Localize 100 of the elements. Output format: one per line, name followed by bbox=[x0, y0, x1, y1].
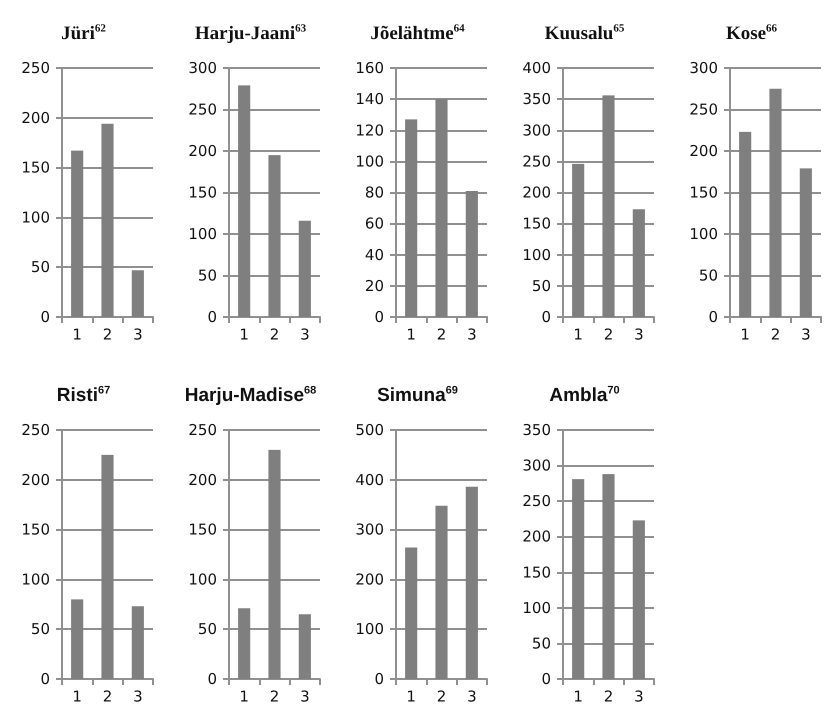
y-tick-label: 350 bbox=[522, 421, 551, 439]
x-tick-label: 1 bbox=[239, 688, 249, 706]
y-tick-label: 150 bbox=[21, 520, 50, 539]
y-tick-label: 200 bbox=[522, 184, 551, 202]
y-tick-label: 200 bbox=[188, 142, 217, 160]
y-tick-label: 0 bbox=[207, 670, 217, 688]
y-tick-label: 150 bbox=[21, 158, 50, 177]
bar bbox=[101, 124, 114, 317]
y-tick-label: 400 bbox=[522, 59, 551, 77]
bar bbox=[132, 606, 144, 679]
x-tick-label: 2 bbox=[604, 326, 614, 344]
y-tick-label: 250 bbox=[21, 421, 50, 439]
y-tick-label: 0 bbox=[708, 308, 718, 326]
x-tick-label: 2 bbox=[436, 688, 446, 706]
bar bbox=[298, 614, 311, 679]
y-tick-label: 150 bbox=[188, 184, 217, 202]
x-tick-label: 2 bbox=[436, 326, 446, 344]
x-tick-label: 3 bbox=[634, 326, 644, 344]
y-tick-label: 100 bbox=[355, 620, 384, 638]
x-tick-label: 3 bbox=[300, 688, 310, 706]
bar bbox=[466, 190, 478, 317]
x-tick-label: 1 bbox=[72, 688, 82, 706]
x-tick-label: 2 bbox=[102, 688, 112, 706]
x-tick-label: 1 bbox=[740, 326, 750, 344]
x-tick-label: 3 bbox=[467, 326, 477, 344]
x-tick-label: 1 bbox=[406, 688, 416, 706]
x-tick-label: 3 bbox=[467, 688, 477, 706]
y-tick-label: 250 bbox=[21, 59, 50, 77]
y-tick-label: 200 bbox=[21, 470, 50, 489]
bar bbox=[405, 119, 418, 317]
bar bbox=[632, 520, 645, 679]
y-tick-label: 500 bbox=[355, 421, 384, 439]
x-tick-label: 1 bbox=[406, 326, 416, 344]
bar bbox=[632, 209, 645, 317]
bar bbox=[739, 132, 752, 317]
y-tick-label: 400 bbox=[355, 470, 384, 489]
y-tick-label: 100 bbox=[522, 246, 551, 264]
y-tick-label: 250 bbox=[188, 100, 217, 118]
y-tick-label: 160 bbox=[355, 59, 384, 77]
y-tick-label: 150 bbox=[188, 520, 217, 539]
y-tick-label: 20 bbox=[364, 276, 384, 295]
bar bbox=[572, 479, 584, 679]
y-tick-label: 200 bbox=[355, 570, 384, 588]
y-tick-label: 100 bbox=[21, 570, 50, 588]
y-tick-label: 50 bbox=[30, 258, 50, 276]
y-tick-label: 300 bbox=[188, 59, 217, 77]
x-tick-label: 3 bbox=[133, 326, 143, 344]
x-tick-label: 1 bbox=[573, 326, 583, 344]
bar bbox=[572, 164, 584, 317]
y-tick-label: 100 bbox=[21, 208, 50, 226]
y-tick-label: 0 bbox=[207, 308, 217, 326]
bar bbox=[298, 220, 311, 317]
x-tick-label: 2 bbox=[270, 688, 280, 706]
x-tick-label: 2 bbox=[102, 326, 112, 344]
y-tick-label: 0 bbox=[40, 670, 50, 688]
y-tick-label: 80 bbox=[364, 184, 384, 202]
bar bbox=[602, 474, 615, 679]
y-tick-label: 250 bbox=[522, 152, 551, 170]
y-tick-label: 50 bbox=[30, 620, 50, 638]
y-tick-label: 300 bbox=[522, 456, 551, 475]
y-tick-label: 200 bbox=[21, 108, 50, 127]
x-tick-label: 3 bbox=[300, 326, 310, 344]
bar bbox=[466, 486, 478, 679]
y-tick-label: 0 bbox=[541, 670, 551, 688]
y-tick-label: 250 bbox=[522, 492, 551, 510]
y-tick-label: 200 bbox=[689, 142, 718, 160]
bar bbox=[435, 99, 448, 317]
bar bbox=[238, 85, 250, 317]
y-tick-label: 0 bbox=[374, 308, 384, 326]
bar bbox=[132, 270, 144, 317]
bar bbox=[602, 95, 615, 317]
y-tick-label: 100 bbox=[188, 570, 217, 588]
x-tick-label: 1 bbox=[239, 326, 249, 344]
y-tick-label: 100 bbox=[188, 225, 217, 243]
y-tick-label: 100 bbox=[689, 225, 718, 243]
y-tick-label: 40 bbox=[364, 246, 384, 264]
y-tick-label: 50 bbox=[532, 276, 551, 295]
y-tick-label: 60 bbox=[364, 214, 384, 233]
bar bbox=[268, 155, 281, 317]
y-tick-label: 0 bbox=[40, 308, 50, 326]
y-tick-label: 50 bbox=[198, 620, 217, 638]
x-tick-label: 2 bbox=[770, 326, 780, 344]
y-tick-label: 300 bbox=[522, 121, 551, 140]
bar bbox=[800, 168, 812, 317]
y-tick-label: 120 bbox=[355, 121, 384, 140]
y-tick-label: 50 bbox=[532, 634, 551, 652]
y-tick-label: 100 bbox=[355, 152, 384, 170]
y-tick-label: 150 bbox=[522, 563, 551, 582]
bar bbox=[435, 506, 448, 679]
y-tick-label: 0 bbox=[374, 670, 384, 688]
y-tick-label: 250 bbox=[689, 100, 718, 118]
x-tick-label: 2 bbox=[270, 326, 280, 344]
x-tick-label: 3 bbox=[634, 688, 644, 706]
x-tick-label: 3 bbox=[133, 688, 143, 706]
y-tick-label: 200 bbox=[188, 470, 217, 489]
y-tick-label: 300 bbox=[355, 520, 384, 539]
x-tick-label: 3 bbox=[801, 326, 811, 344]
bar bbox=[71, 150, 84, 317]
bar bbox=[71, 599, 84, 679]
y-tick-label: 250 bbox=[188, 421, 217, 439]
